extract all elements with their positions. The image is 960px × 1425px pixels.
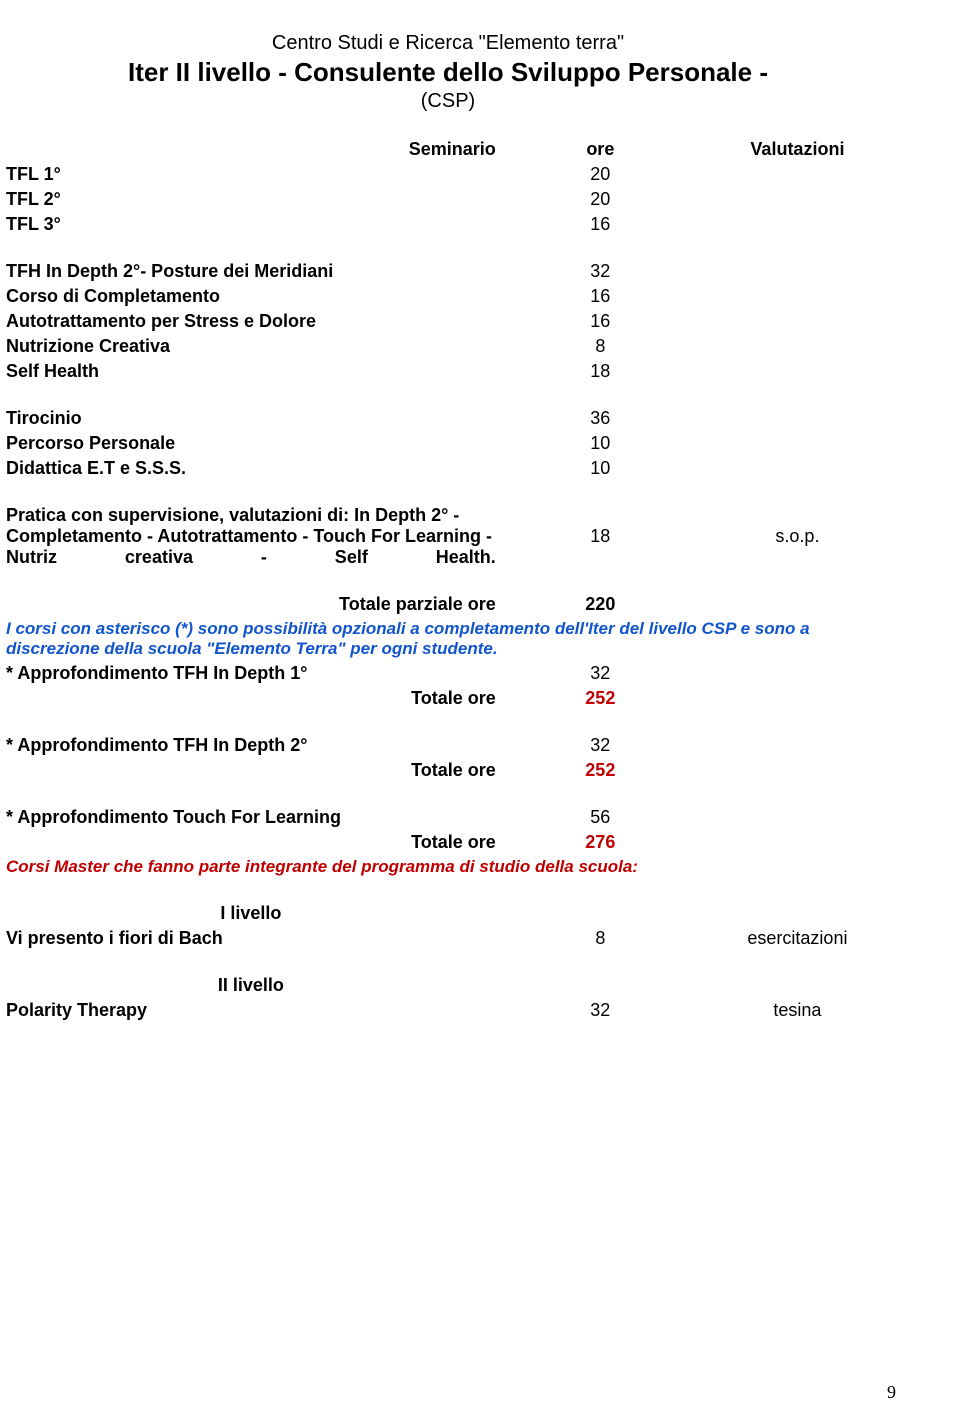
totale-value: 276	[502, 830, 699, 855]
table-row: Didattica E.T e S.S.S.10	[0, 456, 896, 481]
totale-label: Totale ore	[0, 686, 502, 711]
table-row: Self Health18	[0, 359, 896, 384]
row-label: * Approfondimento Touch For Learning	[0, 805, 502, 830]
row-label: TFL 2°	[0, 187, 502, 212]
table-row: TFL 1°20	[0, 162, 896, 187]
totale-parziale-label: Totale parziale ore	[0, 592, 502, 617]
row-ore: 32	[502, 259, 699, 284]
row-label: Corso di Completamento	[0, 284, 502, 309]
pratica-row: Pratica con supervisione, valutazioni di…	[0, 503, 896, 570]
row-ore: 8	[502, 926, 699, 951]
row-label: Vi presento i fiori di Bach	[0, 926, 502, 951]
table-row: * Approfondimento TFH In Depth 2°32	[0, 733, 896, 758]
page-number: 9	[887, 1382, 896, 1403]
row-label: Self Health	[0, 359, 502, 384]
table-row: Nutrizione Creativa8	[0, 334, 896, 359]
totale-label: Totale ore	[0, 758, 502, 783]
row-ore: 18	[502, 359, 699, 384]
livello2-heading: II livello	[0, 973, 502, 998]
row-ore: 32	[502, 998, 699, 1023]
master-note: Corsi Master che fanno parte integrante …	[0, 855, 896, 879]
row-label: TFL 1°	[0, 162, 502, 187]
totale-row: Totale ore276	[0, 830, 896, 855]
row-ore: 10	[502, 456, 699, 481]
totale-value: 252	[502, 686, 699, 711]
table-row: TFH In Depth 2°- Posture dei Meridiani32	[0, 259, 896, 284]
row-val: tesina	[699, 998, 896, 1023]
row-ore: 32	[502, 661, 699, 686]
table-header-row: Seminario ore Valutazioni	[0, 137, 896, 162]
col-header-ore: ore	[502, 137, 699, 162]
table-row: * Approfondimento Touch For Learning56	[0, 805, 896, 830]
col-header-seminario: Seminario	[0, 137, 502, 162]
pratica-ore: 18	[502, 503, 699, 570]
optional-note: I corsi con asterisco (*) sono possibili…	[0, 617, 896, 661]
row-ore: 16	[502, 309, 699, 334]
row-ore: 20	[502, 187, 699, 212]
table-row: Corso di Completamento16	[0, 284, 896, 309]
totale-value: 252	[502, 758, 699, 783]
row-label: Didattica E.T e S.S.S.	[0, 456, 502, 481]
livello1-heading-row: I livello	[0, 901, 896, 926]
row-ore: 16	[502, 212, 699, 237]
pratica-text: Pratica con supervisione, valutazioni di…	[0, 503, 502, 570]
curriculum-table: Seminario ore Valutazioni TFL 1°20 TFL 2…	[0, 137, 896, 1023]
table-row: Polarity Therapy32tesina	[0, 998, 896, 1023]
totale-parziale-value: 220	[502, 592, 699, 617]
col-header-valutazioni: Valutazioni	[699, 137, 896, 162]
document-title: Iter II livello - Consulente dello Svilu…	[0, 57, 896, 88]
row-label: Percorso Personale	[0, 431, 502, 456]
table-row: Percorso Personale10	[0, 431, 896, 456]
pratica-val: s.o.p.	[699, 503, 896, 570]
row-ore: 10	[502, 431, 699, 456]
table-row: Tirocinio36	[0, 406, 896, 431]
table-row: * Approfondimento TFH In Depth 1°32	[0, 661, 896, 686]
row-label: Autotrattamento per Stress e Dolore	[0, 309, 502, 334]
row-label: * Approfondimento TFH In Depth 2°	[0, 733, 502, 758]
row-label: TFH In Depth 2°- Posture dei Meridiani	[0, 259, 502, 284]
document-header: Centro Studi e Ricerca "Elemento terra" …	[0, 32, 896, 113]
livello2-heading-row: II livello	[0, 973, 896, 998]
row-label: TFL 3°	[0, 212, 502, 237]
row-ore: 56	[502, 805, 699, 830]
row-label: * Approfondimento TFH In Depth 1°	[0, 661, 502, 686]
row-label: Polarity Therapy	[0, 998, 502, 1023]
table-row: TFL 2°20	[0, 187, 896, 212]
totale-row: Totale ore252	[0, 758, 896, 783]
totale-parziale-row: Totale parziale ore 220	[0, 592, 896, 617]
livello1-heading: I livello	[0, 901, 502, 926]
row-ore: 32	[502, 733, 699, 758]
table-row: TFL 3°16	[0, 212, 896, 237]
org-name: Centro Studi e Ricerca "Elemento terra"	[0, 32, 896, 55]
row-ore: 8	[502, 334, 699, 359]
document-subtitle: (CSP)	[0, 90, 896, 113]
row-ore: 36	[502, 406, 699, 431]
totale-label: Totale ore	[0, 830, 502, 855]
table-row: Autotrattamento per Stress e Dolore16	[0, 309, 896, 334]
table-row: Vi presento i fiori di Bach8esercitazion…	[0, 926, 896, 951]
row-label: Nutrizione Creativa	[0, 334, 502, 359]
row-ore: 16	[502, 284, 699, 309]
row-ore: 20	[502, 162, 699, 187]
row-label: Tirocinio	[0, 406, 502, 431]
totale-row: Totale ore252	[0, 686, 896, 711]
row-val: esercitazioni	[699, 926, 896, 951]
